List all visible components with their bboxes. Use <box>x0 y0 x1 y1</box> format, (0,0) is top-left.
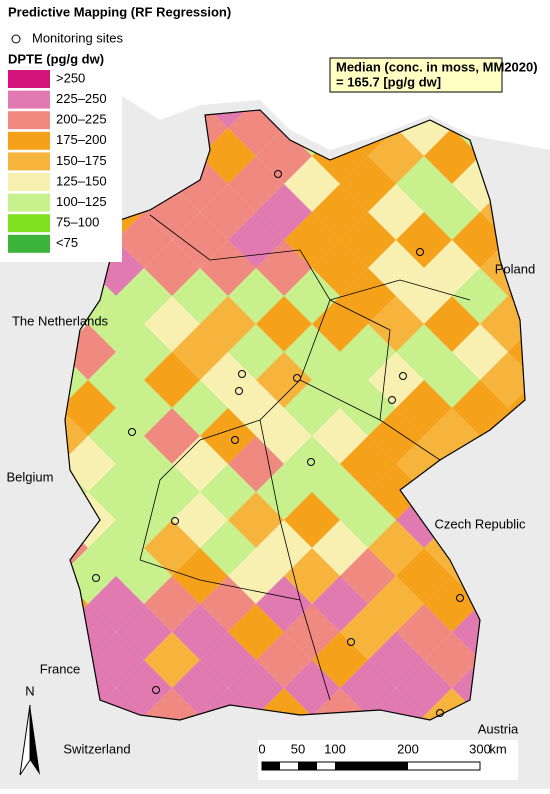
legend-swatch <box>8 111 50 130</box>
legend-label: 225–250 <box>56 91 107 106</box>
monitoring-sites <box>92 170 464 717</box>
raster-tile <box>144 688 200 720</box>
legend-swatch <box>8 193 50 212</box>
legend-swatch <box>8 131 50 150</box>
scale-segment <box>262 762 280 770</box>
legend: >250 225–250 200–225 175–200 150–175 125–150 1… <box>8 70 107 253</box>
country-label: France <box>40 661 80 676</box>
country-label: The Netherlands <box>12 313 109 328</box>
median-line1: Median (conc. in moss, MM2020) <box>336 59 538 74</box>
country-label: Poland <box>495 261 535 276</box>
country-labels: Poland The Netherlands Belgium Czech Republ… <box>7 261 536 756</box>
legend-title: DPTE (pg/g dw) <box>8 51 104 66</box>
scale-label: 0 <box>258 741 265 756</box>
scale-segment <box>298 762 317 770</box>
legend-swatch <box>8 173 50 191</box>
germany-border <box>64 109 526 721</box>
median-line2: = 165.7 [pg/g dw] <box>336 74 441 89</box>
legend-swatch <box>8 90 50 109</box>
title: Predictive Mapping (RF Regression) <box>8 4 231 19</box>
country-label: Czech Republic <box>434 516 526 531</box>
legend-label: 75–100 <box>56 215 99 230</box>
scale-label: 100 <box>324 741 346 756</box>
legend-label: 175–200 <box>56 132 107 147</box>
legend-sites-label: Monitoring sites <box>32 30 124 45</box>
scale-label: 200 <box>397 741 419 756</box>
median-box <box>329 57 503 93</box>
country-label: Austria <box>478 721 519 736</box>
legend-swatch <box>8 152 50 171</box>
scale-label: 300 <box>469 741 491 756</box>
north-label: N <box>25 683 34 698</box>
legend-label: 100–125 <box>56 194 107 209</box>
legend-label: 200–225 <box>56 112 107 127</box>
scale-background <box>258 740 518 780</box>
legend-label: <75 <box>56 235 78 250</box>
north-arrow-outline <box>19 704 31 776</box>
legend-label: 150–175 <box>56 153 107 168</box>
north-arrow <box>30 705 40 775</box>
legend-swatch <box>8 70 50 88</box>
scale-segment <box>335 762 408 770</box>
legend-swatch <box>8 234 50 253</box>
scale-label: 50 <box>291 741 305 756</box>
legend-label: 125–150 <box>56 173 107 188</box>
scale-unit: km <box>489 741 506 756</box>
legend-swatch <box>8 214 50 233</box>
country-label: Belgium <box>7 469 54 484</box>
country-label: Switzerland <box>63 741 130 756</box>
legend-site-symbol <box>11 34 21 44</box>
legend-label: >250 <box>56 70 85 85</box>
